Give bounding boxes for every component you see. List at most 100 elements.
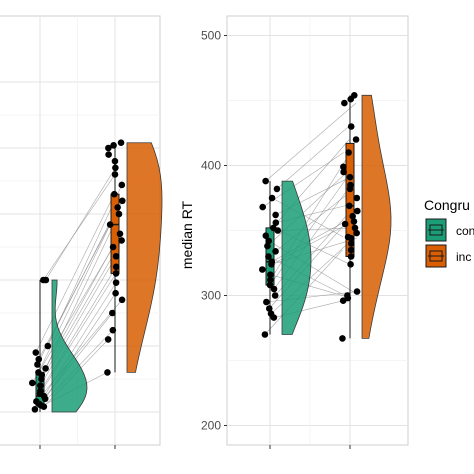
data-point-congruent [265, 237, 273, 245]
data-point-incongruent [344, 292, 351, 299]
data-point-incongruent [340, 168, 347, 176]
legend-key-congruent [425, 218, 447, 242]
data-point-congruent [267, 310, 275, 318]
data-point-congruent [31, 406, 39, 413]
data-point-incongruent [105, 144, 112, 152]
data-point-incongruent [353, 288, 361, 295]
right-y-axis-title: median RT [179, 200, 195, 269]
paired-line [45, 167, 116, 281]
data-point-congruent [265, 253, 272, 260]
left-panel [0, 15, 163, 449]
data-point-incongruent [354, 207, 361, 215]
data-point-congruent [263, 298, 270, 306]
data-point-incongruent [112, 270, 120, 277]
data-point-congruent [261, 331, 269, 338]
data-point-incongruent [105, 151, 112, 158]
data-point-incongruent [111, 171, 119, 178]
data-point-congruent [42, 276, 50, 284]
data-point-incongruent [110, 142, 117, 149]
right-panel: 200 300 400 500 [201, 15, 409, 449]
data-point-congruent [262, 232, 270, 239]
data-point-incongruent [117, 139, 125, 147]
violin-congruent [51, 279, 88, 413]
data-point-incongruent [352, 136, 360, 143]
paired-line [36, 299, 123, 402]
data-point-congruent [42, 365, 49, 372]
data-point-incongruent [106, 221, 114, 228]
data-point-incongruent [109, 326, 117, 334]
y-tick-label: 500 [201, 29, 221, 43]
data-point-congruent [268, 258, 276, 266]
data-point-incongruent [112, 279, 120, 286]
legend-key-incongruent [425, 244, 447, 268]
data-point-congruent [271, 292, 279, 299]
data-point-congruent [35, 355, 43, 363]
data-point-incongruent [353, 229, 360, 237]
data-point-incongruent [353, 194, 361, 202]
data-point-congruent [267, 276, 274, 284]
data-point-congruent [272, 219, 280, 226]
data-point-congruent [272, 211, 279, 219]
data-point-incongruent [111, 157, 119, 165]
data-point-incongruent [104, 369, 111, 376]
data-point-incongruent [339, 335, 346, 342]
data-point-congruent [270, 224, 277, 232]
data-point-congruent [266, 281, 274, 289]
data-point-congruent [34, 361, 41, 368]
data-point-incongruent [112, 164, 119, 172]
data-point-congruent [37, 387, 44, 395]
legend-label-incongruent: inc [456, 250, 471, 264]
data-point-incongruent [345, 202, 353, 210]
legend-title: Congru [424, 197, 470, 213]
data-point-incongruent [116, 230, 124, 238]
data-point-congruent [44, 342, 52, 350]
data-point-incongruent [118, 237, 125, 244]
data-point-incongruent [112, 252, 120, 260]
paired-line [35, 194, 115, 353]
paired-line [43, 174, 116, 281]
data-point-congruent [32, 349, 40, 356]
data-point-incongruent [345, 149, 352, 156]
data-point-incongruent [346, 173, 354, 181]
data-point-incongruent [347, 246, 355, 254]
violin-incongruent [361, 94, 392, 339]
data-point-incongruent [114, 204, 121, 211]
data-point-incongruent [119, 197, 126, 205]
data-point-congruent [35, 369, 42, 376]
data-point-incongruent [115, 210, 123, 218]
paired-line [265, 102, 357, 182]
data-point-congruent [259, 203, 266, 211]
data-point-congruent [267, 271, 274, 279]
data-point-incongruent [109, 309, 116, 317]
data-point-incongruent [109, 243, 117, 251]
data-point-incongruent [112, 263, 120, 271]
data-point-congruent [268, 194, 276, 202]
data-point-incongruent [340, 163, 347, 171]
paired-line [47, 184, 123, 347]
data-point-incongruent [347, 240, 355, 247]
y-tick-label: 200 [201, 419, 221, 433]
data-point-incongruent [112, 289, 119, 297]
y-tick-label: 300 [201, 289, 221, 303]
paired-line [32, 246, 114, 384]
data-point-incongruent [110, 190, 118, 198]
data-point-congruent [29, 379, 36, 387]
data-point-congruent [272, 248, 279, 255]
data-point-congruent [264, 242, 271, 250]
data-point-incongruent [341, 99, 348, 107]
data-point-incongruent [347, 123, 355, 130]
violin-congruent [281, 180, 312, 335]
legend: Congru con inc [424, 197, 474, 268]
data-point-incongruent [118, 296, 126, 304]
data-point-incongruent [350, 218, 358, 225]
data-point-incongruent [350, 92, 358, 99]
data-point-incongruent [341, 220, 349, 228]
data-point-incongruent [344, 233, 352, 241]
data-point-congruent [259, 266, 266, 273]
paired-line [265, 139, 350, 236]
legend-label-congruent: con [456, 224, 474, 238]
paired-line [276, 126, 349, 190]
data-point-congruent [265, 305, 273, 312]
violin-incongruent [126, 142, 163, 373]
